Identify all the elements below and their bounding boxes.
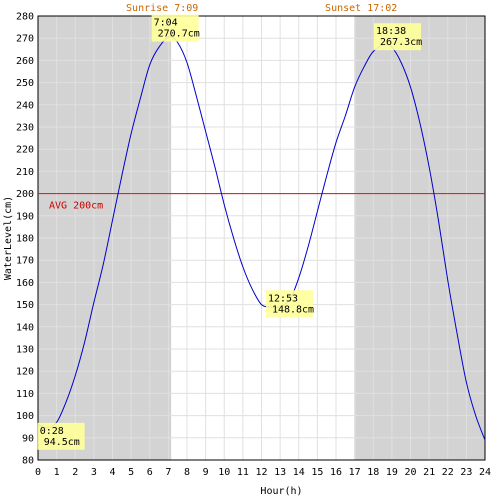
y-tick-label: 160 xyxy=(16,278,34,289)
x-tick-label: 5 xyxy=(128,467,134,478)
tide-series-line-1 xyxy=(37,36,486,441)
y-tick-label: 270 xyxy=(16,34,34,45)
x-tick-labels: 0 1 2 3 4 5 6 7 8 9 10 11 12 13 14 15 16 17 18 19 20 21 22 23 24 xyxy=(35,467,491,478)
series-layer xyxy=(37,36,486,441)
annotation-time: 7:04 xyxy=(154,18,178,29)
annotation-box xyxy=(151,14,199,42)
plot-frame xyxy=(37,15,486,461)
y-tick-label: 140 xyxy=(16,322,34,333)
y-tick-label: 110 xyxy=(16,389,34,400)
x-tick-label: 3 xyxy=(91,467,97,478)
y-tick-label: 190 xyxy=(16,211,34,222)
x-tick-label: 13 xyxy=(274,467,286,478)
x-tick-label: 10 xyxy=(218,467,230,478)
sunset-label: Sunset 17:02 xyxy=(325,3,397,14)
x-tick-label: 18 xyxy=(367,467,379,478)
x-tick-label: 7 xyxy=(165,467,171,478)
y-tick-label: 150 xyxy=(16,300,34,311)
x-tick-label: 21 xyxy=(423,467,435,478)
annotation-time: 0:28 xyxy=(40,426,64,437)
y-tick-label: 100 xyxy=(16,411,34,422)
y-tick-label: 80 xyxy=(22,456,34,467)
annotation-time: 18:38 xyxy=(376,26,406,37)
avg-layer: AVG 200cm xyxy=(38,193,485,212)
x-tick-label: 9 xyxy=(203,467,209,478)
x-tick-label: 15 xyxy=(311,467,323,478)
x-tick-label: 4 xyxy=(109,467,115,478)
x-tick-label: 8 xyxy=(184,467,190,478)
avg-label: AVG 200cm xyxy=(49,201,103,212)
grid-layer xyxy=(37,15,486,461)
x-tick-label: 1 xyxy=(54,467,60,478)
x-tick-label: 23 xyxy=(460,467,472,478)
y-tick-label: 130 xyxy=(16,345,34,356)
x-tick-label: 14 xyxy=(293,467,305,478)
y-tick-label: 120 xyxy=(16,367,34,378)
sunrise-label: Sunrise 7:09 xyxy=(126,3,198,14)
x-tick-label: 11 xyxy=(237,467,249,478)
y-tick-labels: 80 90 100 110 120 130 140 150 160 170 180 190 200 210… xyxy=(16,12,34,467)
y-tick-label: 280 xyxy=(16,12,34,23)
x-tick-label: 20 xyxy=(404,467,416,478)
annotation-value: 148.8cm xyxy=(272,304,314,315)
x-tick-label: 22 xyxy=(442,467,454,478)
y-tick-label: 210 xyxy=(16,167,34,178)
x-tick-label: 0 xyxy=(35,467,41,478)
y-tick-label: 180 xyxy=(16,234,34,245)
annotation-time: 12:53 xyxy=(268,293,298,304)
x-tick-label: 6 xyxy=(147,467,153,478)
annotation-box xyxy=(374,23,422,51)
y-tick-label: 240 xyxy=(16,100,34,111)
x-axis-title: Hour(h) xyxy=(260,486,302,497)
y-tick-label: 90 xyxy=(22,433,34,444)
y-tick-label: 250 xyxy=(16,78,34,89)
x-tick-label: 24 xyxy=(479,467,491,478)
y-tick-label: 170 xyxy=(16,256,34,267)
y-tick-label: 220 xyxy=(16,145,34,156)
y-tick-label: 230 xyxy=(16,123,34,134)
x-tick-label: 16 xyxy=(330,467,342,478)
x-tick-label: 2 xyxy=(72,467,78,478)
annotation-box xyxy=(265,290,313,318)
x-tick-label: 12 xyxy=(255,467,267,478)
annotation-value: 270.7cm xyxy=(158,29,200,40)
x-tick-label: 19 xyxy=(386,467,398,478)
y-tick-label: 200 xyxy=(16,189,34,200)
annotation-box xyxy=(37,422,85,450)
x-tick-label: 17 xyxy=(349,467,361,478)
annotation-value: 267.3cm xyxy=(380,37,422,48)
y-tick-label: 260 xyxy=(16,56,34,67)
annotation-value: 94.5cm xyxy=(44,437,80,448)
y-axis-title: WaterLevel(cm) xyxy=(3,196,14,280)
